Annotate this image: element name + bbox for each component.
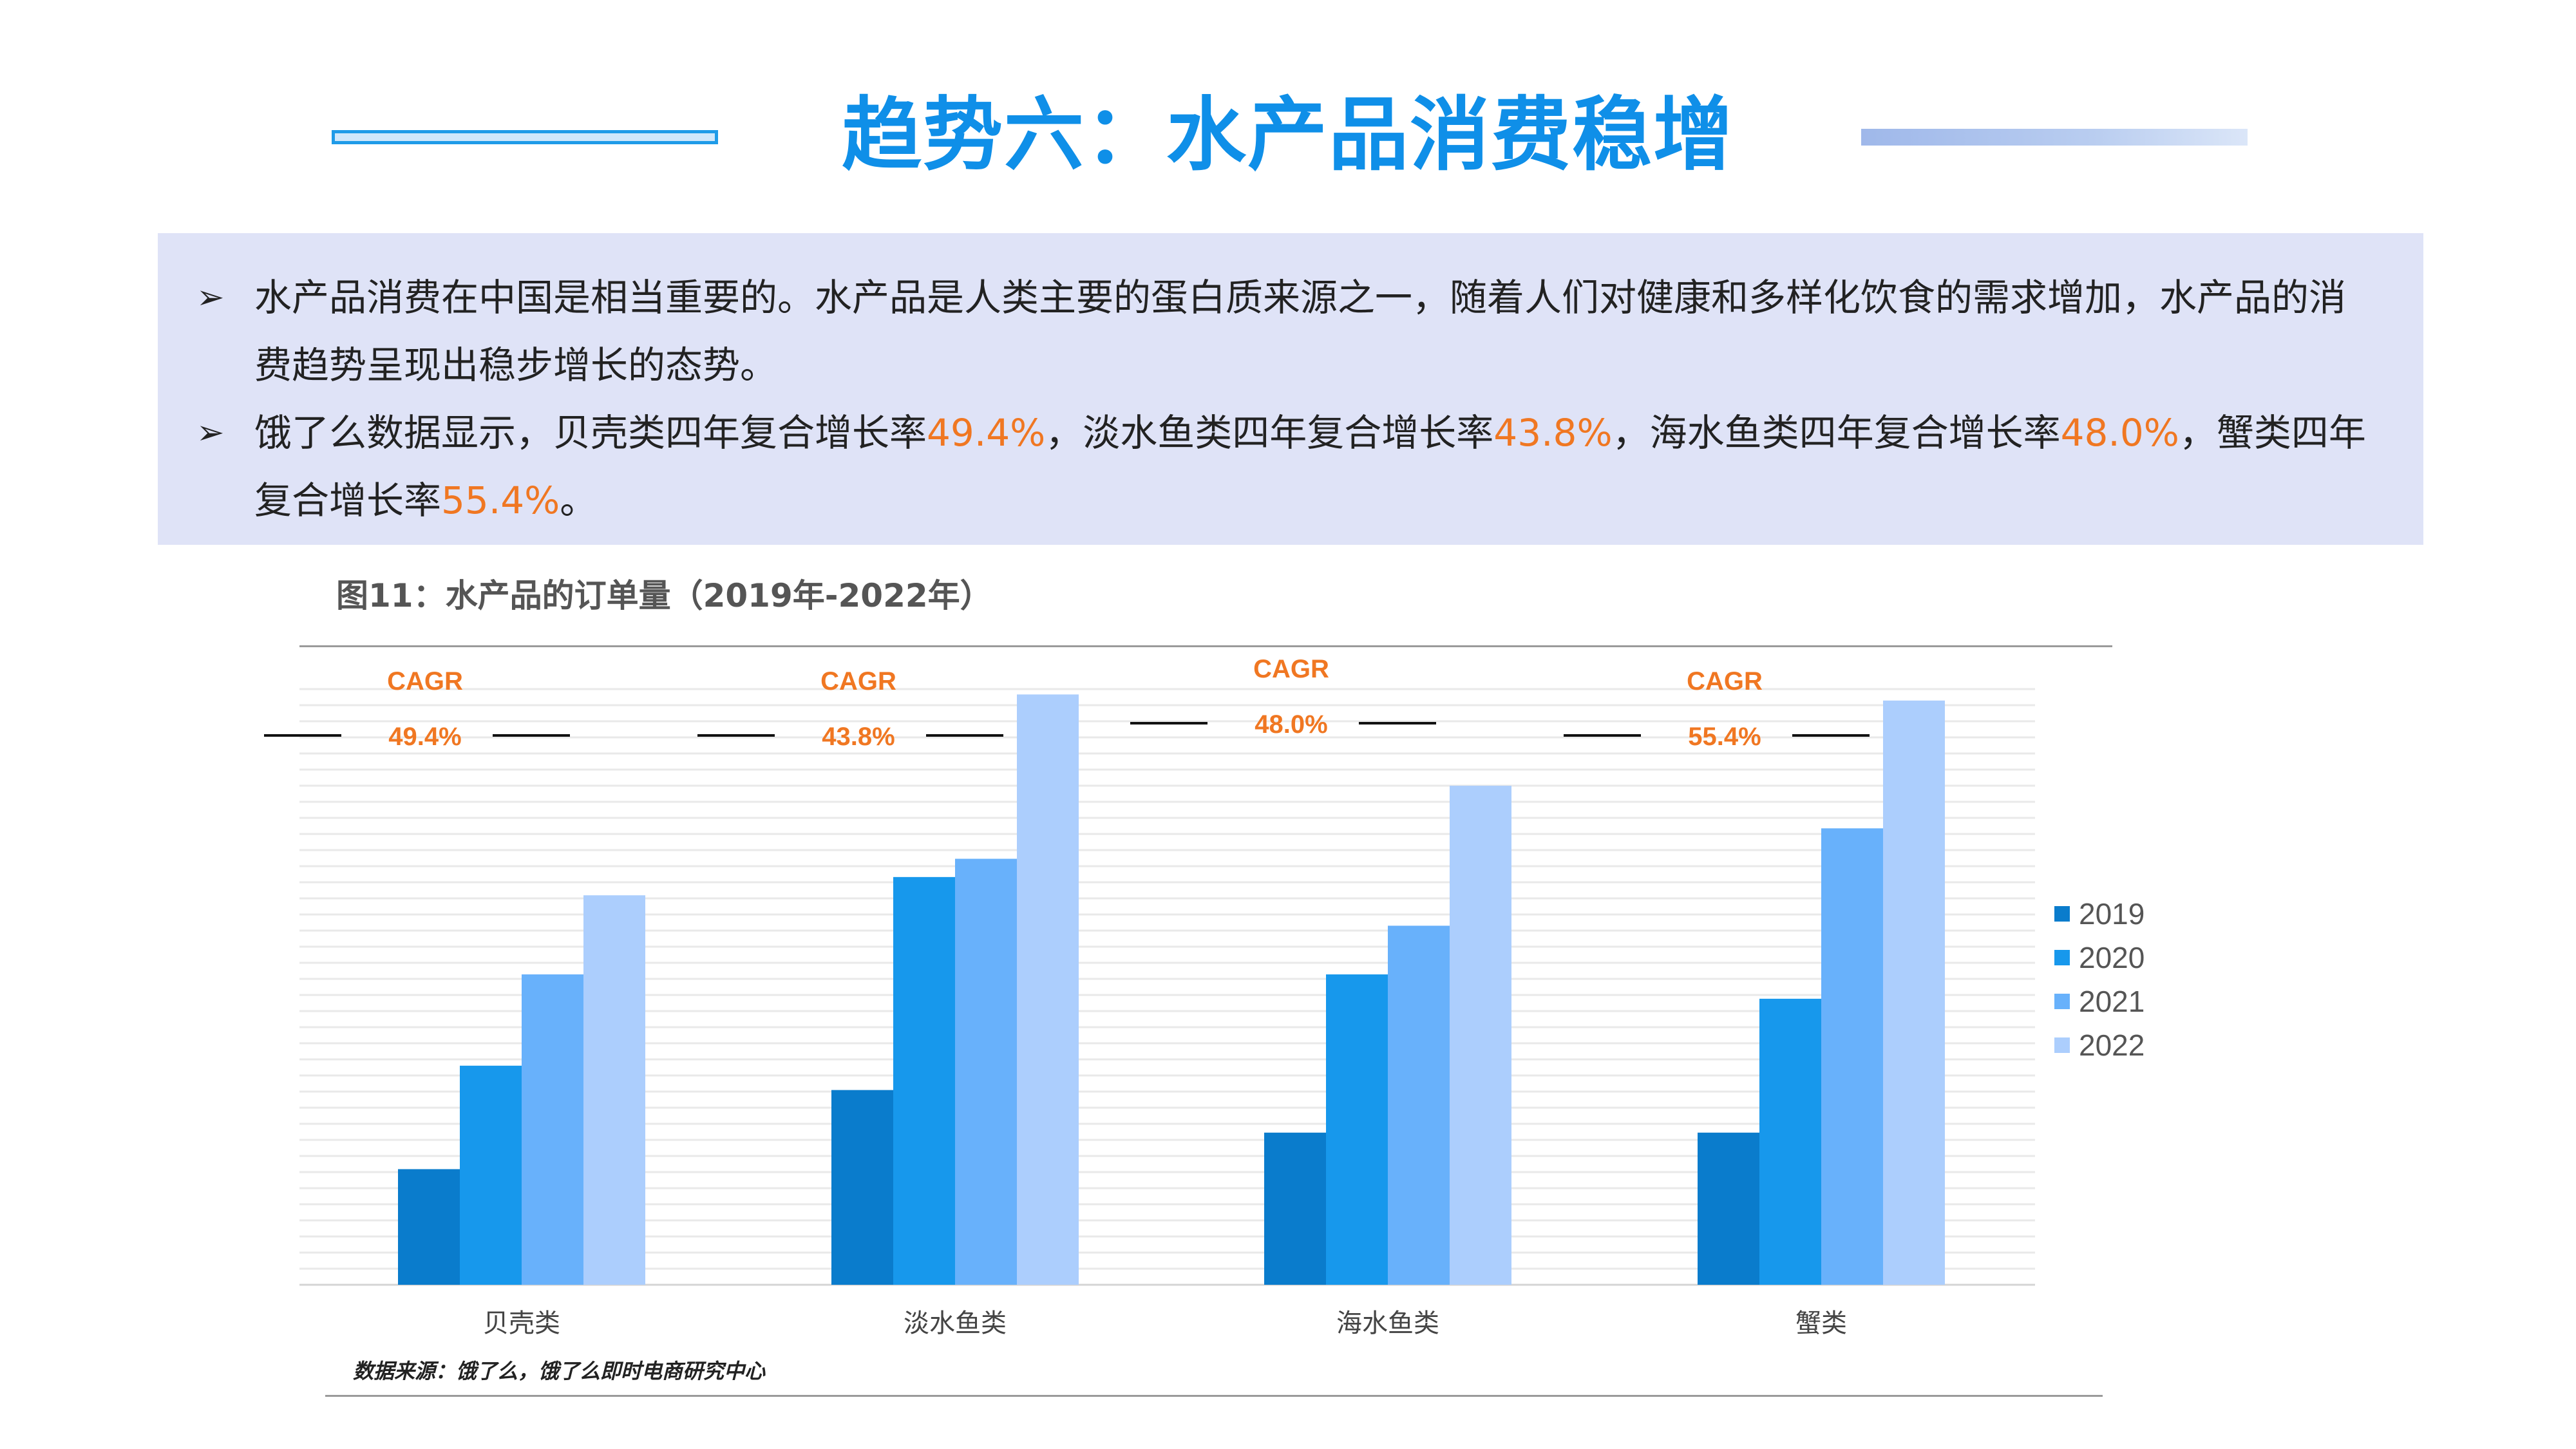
title-decoration-right bbox=[1861, 129, 2248, 146]
legend-label: 2019 bbox=[2079, 897, 2145, 931]
arrow-bullet-icon: ➢ bbox=[196, 278, 225, 317]
cagr-value: 55.4% bbox=[1688, 723, 1761, 751]
bar-2019 bbox=[1264, 1132, 1326, 1285]
cagr-value: 48.0% bbox=[1255, 710, 1327, 739]
chart-legend: 2019 2020 2021 2022 bbox=[2054, 892, 2145, 1067]
figure-top-rule bbox=[299, 645, 2112, 647]
bullet-text-segment: ，蟹类四年复合增长率 bbox=[254, 411, 2366, 522]
intro-panel: ➢ 水产品消费在中国是相当重要的。水产品是人类主要的蛋白质来源之一，随着人们对健… bbox=[158, 233, 2423, 545]
category-tick-label: 贝壳类 bbox=[483, 1309, 560, 1338]
bar-2019 bbox=[398, 1169, 460, 1285]
bullet-item: ➢ 水产品消费在中国是相当重要的。水产品是人类主要的蛋白质来源之一，随着人们对健… bbox=[196, 264, 2378, 399]
cagr-value: 43.8% bbox=[822, 723, 895, 751]
cagr-label: CAGR bbox=[387, 667, 463, 696]
legend-item: 2021 bbox=[2054, 980, 2145, 1023]
bar-2022 bbox=[583, 895, 645, 1285]
bullet-text: 饿了么数据显示，贝壳类四年复合增长率49.4%，淡水鱼类四年复合增长率43.8%… bbox=[254, 399, 2378, 535]
bar-2021 bbox=[522, 974, 583, 1285]
cagr-label: CAGR bbox=[1253, 655, 1329, 683]
bar-2019 bbox=[831, 1090, 893, 1285]
bar-2021 bbox=[955, 858, 1017, 1285]
figure-title: 图11：水产品的订单量（2019年-2022年） bbox=[336, 577, 992, 614]
bar-2021 bbox=[1821, 828, 1883, 1285]
bullet-text-segment: 。 bbox=[560, 478, 598, 522]
legend-label: 2021 bbox=[2079, 985, 2145, 1018]
legend-item: 2022 bbox=[2054, 1023, 2145, 1067]
legend-swatch bbox=[2054, 906, 2070, 922]
category-tick-label: 淡水鱼类 bbox=[904, 1309, 1007, 1338]
legend-swatch bbox=[2054, 994, 2070, 1009]
legend-item: 2020 bbox=[2054, 936, 2145, 980]
bar-2022 bbox=[1450, 786, 1511, 1285]
bar-2020 bbox=[460, 1065, 522, 1285]
bullet-text-segment: 饿了么数据显示，贝壳类四年复合增长率 bbox=[254, 411, 927, 455]
legend-label: 2020 bbox=[2079, 941, 2145, 974]
cagr-highlight: 55.4% bbox=[441, 478, 560, 522]
bullet-text: 水产品消费在中国是相当重要的。水产品是人类主要的蛋白质来源之一，随着人们对健康和… bbox=[254, 264, 2378, 399]
bar-2020 bbox=[1759, 998, 1821, 1285]
legend-swatch bbox=[2054, 950, 2070, 965]
legend-swatch bbox=[2054, 1037, 2070, 1053]
cagr-value: 49.4% bbox=[388, 723, 461, 751]
arrow-bullet-icon: ➢ bbox=[196, 413, 225, 452]
category-tick-label: 蟹类 bbox=[1795, 1309, 1847, 1338]
bullet-item: ➢ 饿了么数据显示，贝壳类四年复合增长率49.4%，淡水鱼类四年复合增长率43.… bbox=[196, 399, 2378, 535]
bullet-text-segment: ，海水鱼类四年复合增长率 bbox=[1612, 411, 2061, 455]
page-title: 趋势六：水产品消费稳增 bbox=[841, 89, 1734, 182]
cagr-highlight: 49.4% bbox=[927, 411, 1046, 455]
bar-2021 bbox=[1388, 925, 1450, 1285]
bar-2020 bbox=[1326, 974, 1388, 1285]
data-source: 数据来源：饿了么，饿了么即时电商研究中心 bbox=[353, 1359, 766, 1383]
title-decoration-left bbox=[332, 130, 718, 144]
legend-item: 2019 bbox=[2054, 892, 2145, 936]
category-tick-label: 海水鱼类 bbox=[1336, 1309, 1439, 1338]
bar-2020 bbox=[893, 876, 955, 1285]
bar-2019 bbox=[1698, 1132, 1759, 1285]
bar-2022 bbox=[1883, 700, 1945, 1285]
legend-label: 2022 bbox=[2079, 1028, 2145, 1062]
cagr-highlight: 48.0% bbox=[2060, 411, 2179, 455]
cagr-highlight: 43.8% bbox=[1493, 411, 1613, 455]
bullet-text-segment: 水产品消费在中国是相当重要的。水产品是人类主要的蛋白质来源之一，随着人们对健康和… bbox=[254, 276, 2347, 387]
bullet-text-segment: ，淡水鱼类四年复合增长率 bbox=[1045, 411, 1494, 455]
figure-bottom-rule bbox=[325, 1395, 2103, 1397]
cagr-label: CAGR bbox=[1687, 667, 1763, 696]
bar-2022 bbox=[1017, 694, 1079, 1285]
cagr-label: CAGR bbox=[820, 667, 896, 696]
